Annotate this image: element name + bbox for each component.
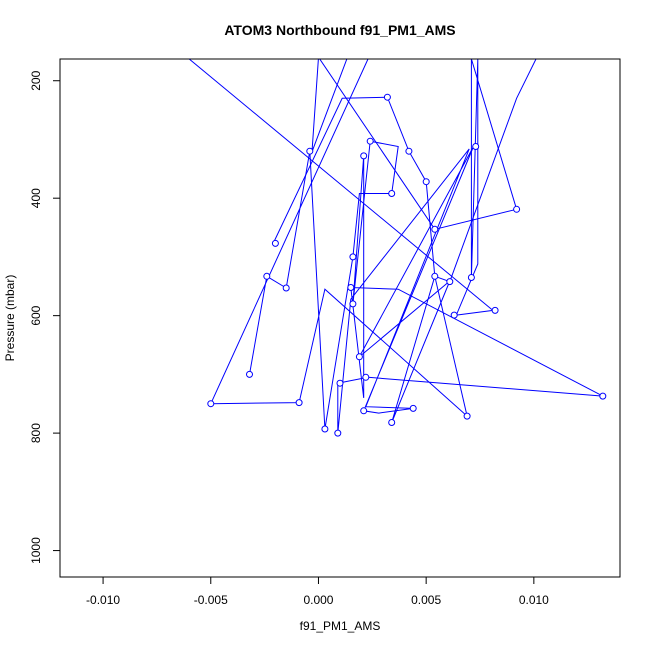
y-tick-label: 200 [29,70,43,90]
data-point [349,253,357,261]
marker-layer [207,93,607,437]
x-tick-label: 0.005 [411,593,441,607]
data-point [431,272,439,280]
data-point [263,272,271,280]
data-point [446,278,454,286]
data-point [599,392,607,400]
series-line-3 [210,59,604,434]
data-point [388,419,396,426]
x-tick-label: 0.000 [303,593,333,607]
data-point [405,147,413,155]
data-point [334,429,342,437]
x-axis: -0.010 -0.005 0.000 0.005 0.010 [86,576,549,607]
plot-frame [59,58,621,578]
y-tick-label: 1000 [29,537,43,564]
data-point [491,306,499,314]
plot-area [59,58,621,578]
data-point [295,399,303,407]
data-point [513,205,521,213]
data-point [422,178,430,186]
data-point [321,425,329,433]
data-point [207,400,215,408]
chart-title: ATOM3 Northbound f91_PM1_AMS [224,22,455,38]
data-point [336,379,344,387]
data-point [347,284,355,291]
y-axis: 200 400 600 800 1000 [29,70,61,564]
data-point [246,370,253,378]
data-point [360,152,368,160]
x-tick-label: -0.005 [194,593,228,607]
data-point [355,353,363,361]
data-point [431,225,439,233]
data-point [383,93,391,101]
data-point [450,311,458,319]
data-point [467,274,475,281]
data-point [472,143,480,150]
x-axis-label: f91_PM1_AMS [300,619,381,633]
data-point [388,190,396,197]
series-line-2 [272,59,537,283]
data-point [282,284,290,292]
y-tick-label: 400 [29,188,43,208]
x-tick-label: 0.010 [519,593,549,607]
x-tick-label: -0.010 [86,593,120,607]
series-line-1 [188,59,518,316]
y-axis-label: Pressure (mbar) [3,275,17,362]
data-point [349,300,357,308]
y-tick-label: 800 [29,423,43,443]
data-point [409,404,417,412]
y-tick-label: 600 [29,305,43,325]
data-point [306,147,314,155]
data-point [360,407,368,415]
data-point [271,239,279,247]
data-point [366,137,374,145]
data-point [362,373,370,381]
data-point [463,412,471,420]
